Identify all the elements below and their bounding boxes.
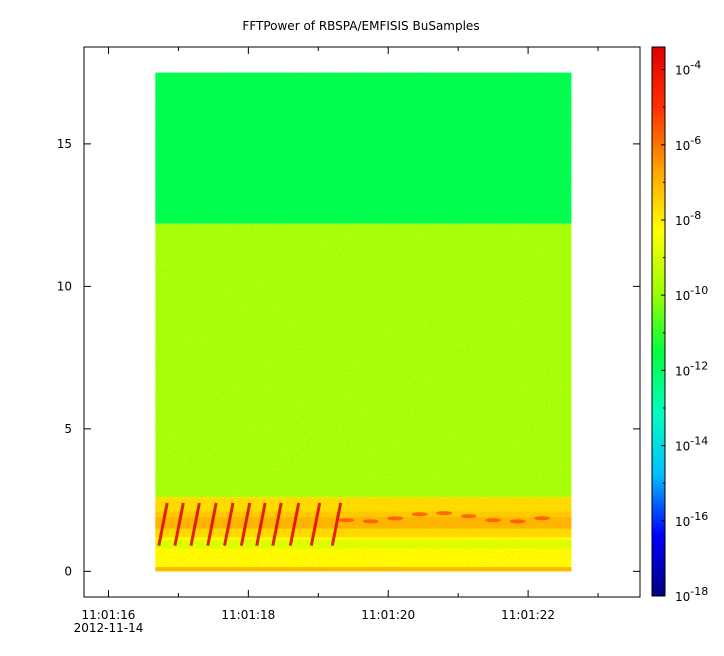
y-tick-label: 10: [57, 279, 72, 293]
y-tick-label: 0: [64, 564, 72, 578]
chorus-element: [239, 502, 252, 546]
spectrogram-image: [155, 72, 572, 572]
x-tick-label: 11:01:22: [501, 608, 555, 622]
chorus-element: [173, 502, 185, 546]
y-axis: 0 5 10 15: [57, 137, 640, 578]
chorus-element: [223, 502, 235, 546]
colorbar-tick-label: 10-10: [675, 284, 708, 303]
colorbar: 10-18 10-16 10-14 10-12 10-10 10-8 10-6 10-4: [651, 46, 708, 604]
baseline-strip: [155, 567, 572, 572]
band-texture: [155, 72, 572, 224]
chorus-element: [157, 502, 169, 546]
colorbar-tick-label: 10-6: [675, 134, 701, 153]
x-tick-label: 11:01:18: [221, 608, 275, 622]
chorus-element: [436, 511, 453, 516]
chorus-core: [155, 511, 572, 529]
chorus-element: [509, 519, 526, 524]
chorus-element: [362, 519, 379, 524]
colorbar-axis: 10-18 10-16 10-14 10-12 10-10 10-8 10-6 10-4: [661, 59, 708, 604]
spectrogram-band: [155, 223, 572, 498]
chorus-element: [206, 502, 218, 546]
chorus-element: [485, 518, 502, 523]
x-tick-sublabel: 2012-11-14: [74, 621, 144, 635]
chorus-element: [288, 502, 301, 546]
colorbar-tick-label: 10-16: [675, 510, 708, 529]
chorus-element: [460, 514, 477, 519]
chorus-element: [309, 502, 322, 546]
colorbar-tick-label: 10-4: [675, 59, 701, 78]
chorus-element: [534, 516, 551, 521]
chorus-element: [255, 502, 267, 546]
chorus-element: [330, 502, 343, 546]
chart-title: FFTPower of RBSPA/EMFISIS BuSamples: [242, 19, 479, 33]
band-texture: [155, 223, 572, 498]
colorbar-gradient: [651, 46, 666, 597]
x-tick-label: 11:01:20: [361, 608, 415, 622]
y-tick-label: 15: [57, 137, 72, 151]
spectrogram-band: [155, 72, 572, 224]
chorus-element: [411, 512, 428, 517]
y-tick-label: 5: [64, 422, 72, 436]
chorus-element: [338, 518, 355, 523]
chorus-element: [271, 502, 283, 546]
chorus-band-upper: [155, 497, 572, 512]
chorus-element: [387, 516, 404, 521]
colorbar-tick-label: 10-8: [675, 209, 701, 228]
chorus-emissions: [155, 497, 572, 572]
chorus-band-lower: [155, 540, 572, 549]
colorbar-tick-label: 10-14: [675, 435, 708, 454]
chorus-element: [189, 502, 201, 546]
colorbar-tick-label: 10-12: [675, 359, 708, 378]
x-tick-label: 11:01:16: [82, 608, 136, 622]
colorbar-tick-label: 10-18: [675, 585, 708, 604]
